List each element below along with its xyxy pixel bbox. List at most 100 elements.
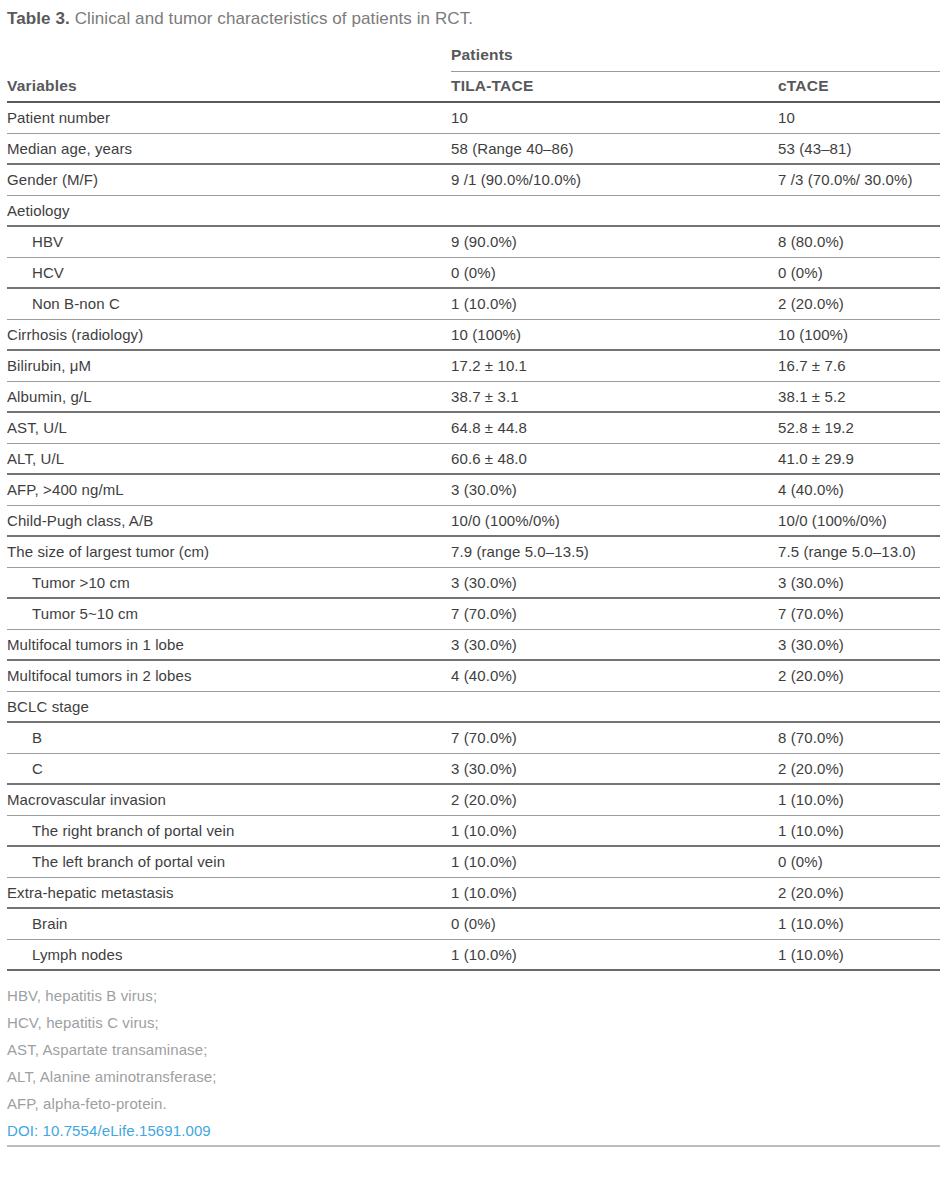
cell-tila-tace: 3 (30.0%) [451,474,778,505]
table-row: Cirrhosis (radiology) 10 (100%) 10 (100%… [7,319,940,350]
cell-ctace: 1 (10.0%) [778,784,940,815]
cell-variable: Tumor 5~10 cm [7,598,451,629]
cell-variable: BCLC stage [7,691,451,722]
cell-tila-tace [451,691,778,722]
cell-variable: Tumor >10 cm [7,567,451,598]
cell-ctace: 4 (40.0%) [778,474,940,505]
cell-ctace: 10 [778,102,940,133]
doi-link[interactable]: DOI: 10.7554/eLife.15691.009 [7,1117,211,1144]
cell-tila-tace: 1 (10.0%) [451,939,778,970]
cell-tila-tace: 60.6 ± 48.0 [451,443,778,474]
cell-ctace [778,195,940,226]
cell-variable: Gender (M/F) [7,164,451,195]
cell-tila-tace: 9 (90.0%) [451,226,778,257]
table-row: Median age, years 58 (Range 40–86) 53 (4… [7,133,940,164]
table-body: Patient number 10 10 Median age, years 5… [7,102,940,970]
cell-ctace: 10 (100%) [778,319,940,350]
cell-tila-tace: 7 (70.0%) [451,722,778,753]
cell-tila-tace: 58 (Range 40–86) [451,133,778,164]
table-3-panel: Table 3. Clinical and tumor characterist… [0,0,947,1147]
table-header: Patients Variables TILA-TACE cTACE [7,42,940,102]
cell-variable: Albumin, g/L [7,381,451,412]
cell-tila-tace: 2 (20.0%) [451,784,778,815]
cell-ctace: 8 (70.0%) [778,722,940,753]
cell-tila-tace: 3 (30.0%) [451,753,778,784]
footnotes-block: HBV, hepatitis B virus; HCV, hepatitis C… [7,982,940,1144]
cell-variable: B [7,722,451,753]
column-header-ctace: cTACE [778,71,940,102]
cell-ctace: 7 (70.0%) [778,598,940,629]
table-row: The left branch of portal vein 1 (10.0%)… [7,846,940,877]
cell-variable: Macrovascular invasion [7,784,451,815]
table-row: Multifocal tumors in 1 lobe 3 (30.0%) 3 … [7,629,940,660]
cell-tila-tace: 10 [451,102,778,133]
table-row: AFP, >400 ng/mL 3 (30.0%) 4 (40.0%) [7,474,940,505]
table-row: The right branch of portal vein 1 (10.0%… [7,815,940,846]
cell-tila-tace: 4 (40.0%) [451,660,778,691]
cell-ctace: 41.0 ± 29.9 [778,443,940,474]
table-row: ALT, U/L 60.6 ± 48.0 41.0 ± 29.9 [7,443,940,474]
table-row: AST, U/L 64.8 ± 44.8 52.8 ± 19.2 [7,412,940,443]
table-row: Patient number 10 10 [7,102,940,133]
cell-tila-tace: 1 (10.0%) [451,815,778,846]
bottom-divider [7,1145,940,1147]
cell-tila-tace: 7.9 (range 5.0–13.5) [451,536,778,567]
cell-ctace: 2 (20.0%) [778,877,940,908]
clinical-characteristics-table: Patients Variables TILA-TACE cTACE Patie… [7,42,940,971]
cell-ctace: 0 (0%) [778,846,940,877]
cell-variable: AFP, >400 ng/mL [7,474,451,505]
cell-variable: Multifocal tumors in 1 lobe [7,629,451,660]
table-row: The size of largest tumor (cm) 7.9 (rang… [7,536,940,567]
cell-ctace: 2 (20.0%) [778,288,940,319]
table-row: Bilirubin, μM 17.2 ± 10.1 16.7 ± 7.6 [7,350,940,381]
cell-variable: Brain [7,908,451,939]
patients-group-row: Patients [7,42,940,71]
cell-ctace: 2 (20.0%) [778,660,940,691]
cell-tila-tace: 3 (30.0%) [451,629,778,660]
cell-variable: Multifocal tumors in 2 lobes [7,660,451,691]
cell-ctace: 3 (30.0%) [778,629,940,660]
cell-ctace: 1 (10.0%) [778,939,940,970]
table-title: Table 3. Clinical and tumor characterist… [7,9,940,29]
table-row: HBV 9 (90.0%) 8 (80.0%) [7,226,940,257]
footnote: HCV, hepatitis C virus; [7,1009,940,1036]
cell-variable: Non B-non C [7,288,451,319]
cell-tila-tace: 0 (0%) [451,908,778,939]
cell-tila-tace: 17.2 ± 10.1 [451,350,778,381]
cell-tila-tace: 9 /1 (90.0%/10.0%) [451,164,778,195]
cell-variable: Child-Pugh class, A/B [7,505,451,536]
cell-ctace: 3 (30.0%) [778,567,940,598]
cell-tila-tace: 38.7 ± 3.1 [451,381,778,412]
column-header-tila-tace: TILA-TACE [451,71,778,102]
cell-ctace: 7.5 (range 5.0–13.0) [778,536,940,567]
table-row: Non B-non C 1 (10.0%) 2 (20.0%) [7,288,940,319]
cell-ctace: 16.7 ± 7.6 [778,350,940,381]
column-header-row: Variables TILA-TACE cTACE [7,71,940,102]
cell-ctace: 0 (0%) [778,257,940,288]
table-row: C 3 (30.0%) 2 (20.0%) [7,753,940,784]
cell-variable: Median age, years [7,133,451,164]
table-row: Macrovascular invasion 2 (20.0%) 1 (10.0… [7,784,940,815]
table-row: B 7 (70.0%) 8 (70.0%) [7,722,940,753]
cell-ctace: 1 (10.0%) [778,815,940,846]
footnote: ALT, Alanine aminotransferase; [7,1063,940,1090]
table-row: Child-Pugh class, A/B 10/0 (100%/0%) 10/… [7,505,940,536]
cell-tila-tace: 1 (10.0%) [451,288,778,319]
cell-ctace: 8 (80.0%) [778,226,940,257]
table-row: Gender (M/F) 9 /1 (90.0%/10.0%) 7 /3 (70… [7,164,940,195]
cell-variable: HCV [7,257,451,288]
footnote: AST, Aspartate transaminase; [7,1036,940,1063]
cell-variable: The right branch of portal vein [7,815,451,846]
cell-variable: C [7,753,451,784]
table-row: Aetiology [7,195,940,226]
cell-ctace: 10/0 (100%/0%) [778,505,940,536]
cell-tila-tace: 3 (30.0%) [451,567,778,598]
table-row: Extra-hepatic metastasis 1 (10.0%) 2 (20… [7,877,940,908]
cell-variable: HBV [7,226,451,257]
cell-ctace: 7 /3 (70.0%/ 30.0%) [778,164,940,195]
table-title-text: Clinical and tumor characteristics of pa… [70,9,473,28]
cell-ctace: 53 (43–81) [778,133,940,164]
cell-tila-tace: 64.8 ± 44.8 [451,412,778,443]
cell-variable: Cirrhosis (radiology) [7,319,451,350]
cell-tila-tace: 7 (70.0%) [451,598,778,629]
